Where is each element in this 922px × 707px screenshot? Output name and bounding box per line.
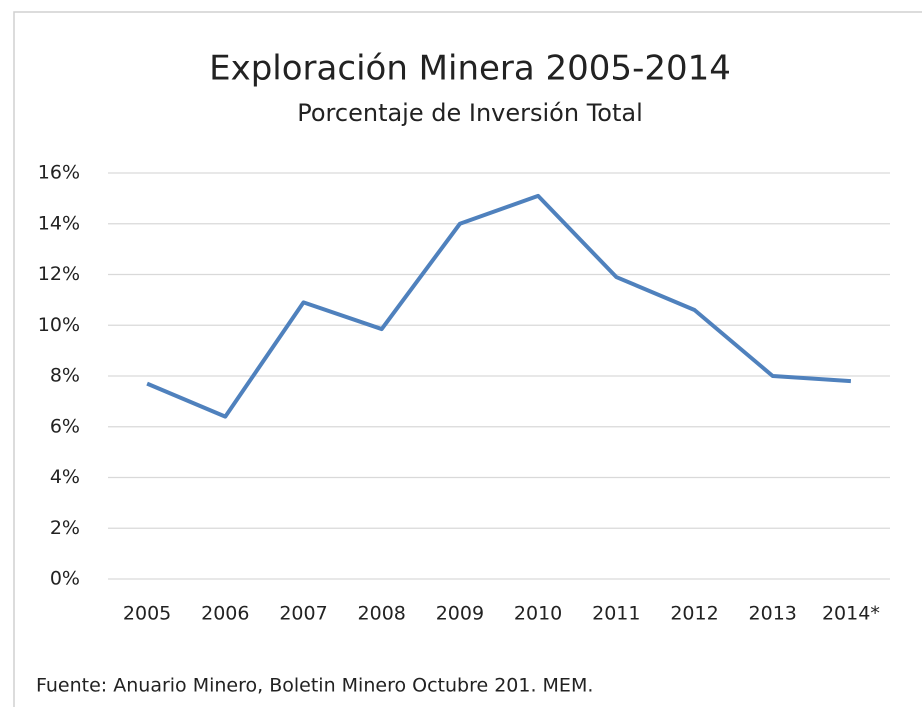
chart-title: Exploración Minera 2005-2014 <box>209 49 731 89</box>
series-line <box>146 193 852 419</box>
y-tick-label: 10% <box>38 314 80 336</box>
chart-border <box>13 11 922 707</box>
x-tick-label: 2012 <box>670 603 718 625</box>
x-tick-label: 2014* <box>822 603 880 625</box>
chart-subtitle: Porcentaje de Inversión Total <box>297 99 643 127</box>
x-tick-label: 2006 <box>201 603 249 625</box>
x-tick-label: 2005 <box>123 603 171 625</box>
y-tick-label: 14% <box>38 212 80 234</box>
x-tick-label: 2011 <box>592 603 640 625</box>
y-tick-label: 4% <box>50 466 80 488</box>
x-tick-label: 2013 <box>749 603 797 625</box>
y-tick-label: 8% <box>50 365 80 387</box>
y-tick-label: 0% <box>50 568 80 590</box>
y-tick-label: 2% <box>50 517 80 539</box>
x-tick-label: 2008 <box>358 603 406 625</box>
x-tick-label: 2009 <box>436 603 484 625</box>
y-tick-label: 6% <box>50 415 80 437</box>
x-tick-label: 2010 <box>514 603 562 625</box>
y-tick-label: 16% <box>38 162 80 184</box>
source-note: Fuente: Anuario Minero, Boletin Minero O… <box>36 675 593 697</box>
y-tick-label: 12% <box>38 263 80 285</box>
x-tick-label: 2007 <box>279 603 327 625</box>
